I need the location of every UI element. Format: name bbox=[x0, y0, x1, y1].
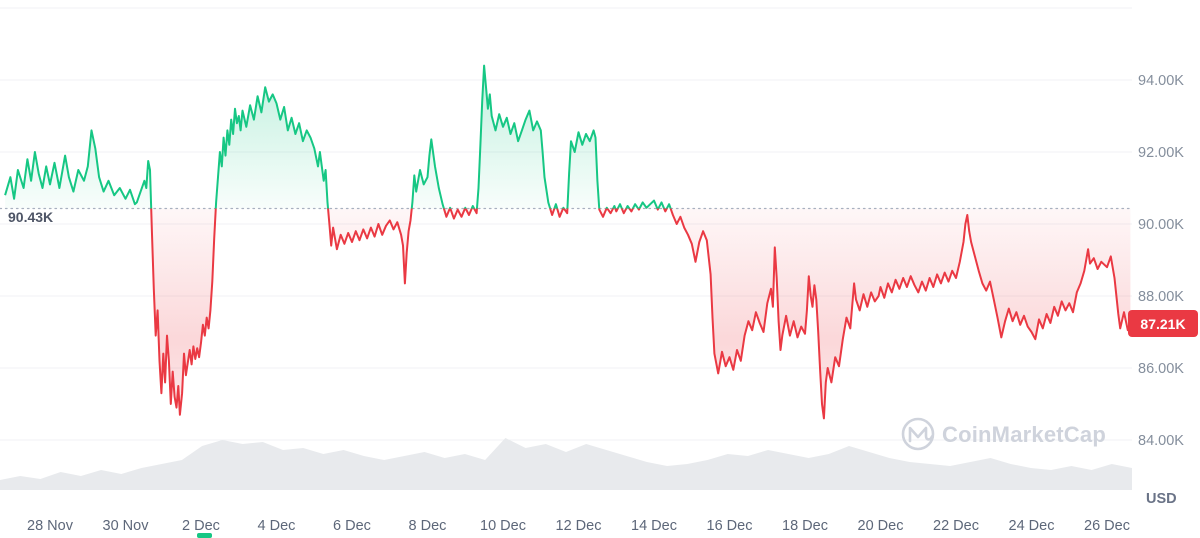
y-axis-label: 84.00K bbox=[1138, 433, 1184, 449]
x-axis-label: 20 Dec bbox=[858, 518, 904, 534]
x-axis-label: 18 Dec bbox=[782, 518, 828, 534]
price-area-up bbox=[5, 65, 1131, 209]
price-line-up bbox=[4, 64, 672, 209]
coinmarketcap-logo-icon bbox=[901, 417, 935, 451]
volume-silhouette bbox=[0, 438, 1132, 490]
x-axis-label: 14 Dec bbox=[631, 518, 677, 534]
x-axis: 28 Nov 30 Nov 2 Dec 4 Dec 6 Dec 8 Dec 10 Dec 12… bbox=[27, 518, 1130, 534]
x-axis-label: 22 Dec bbox=[933, 518, 979, 534]
y-axis-label: 86.00K bbox=[1138, 361, 1184, 377]
y-axis: 94.00K 92.00K 90.00K 88.00K 86.00K 84.00K bbox=[1138, 73, 1184, 449]
y-axis-label: 88.00K bbox=[1138, 289, 1184, 305]
x-axis-label: 30 Nov bbox=[103, 518, 150, 534]
x-axis-label: 6 Dec bbox=[333, 518, 371, 534]
watermark-text: CoinMarketCap bbox=[942, 422, 1106, 447]
last-price-badge: 87.21K bbox=[1128, 310, 1198, 337]
x-axis-label: 26 Dec bbox=[1084, 518, 1130, 534]
navigator-handle[interactable] bbox=[197, 533, 212, 538]
x-axis-label: 28 Nov bbox=[27, 518, 74, 534]
x-axis-label: 8 Dec bbox=[409, 518, 447, 534]
x-axis-label: 12 Dec bbox=[556, 518, 602, 534]
x-axis-label: 2 Dec bbox=[182, 518, 220, 534]
coinmarketcap-logo-m-icon bbox=[908, 426, 934, 443]
x-axis-label: 24 Dec bbox=[1009, 518, 1055, 534]
price-line-down bbox=[150, 208, 1132, 420]
y-axis-label: 94.00K bbox=[1138, 73, 1184, 89]
last-price-value: 87.21K bbox=[1140, 316, 1185, 332]
baseline-price-label: 90.43K bbox=[8, 209, 53, 225]
y-axis-label: 90.00K bbox=[1138, 217, 1184, 233]
x-axis-label: 16 Dec bbox=[707, 518, 753, 534]
last-price-badge-bg bbox=[1128, 310, 1198, 337]
x-axis-label: 4 Dec bbox=[258, 518, 296, 534]
x-axis-label: 10 Dec bbox=[480, 518, 526, 534]
coinmarketcap-watermark: CoinMarketCap bbox=[901, 417, 1106, 451]
y-axis-label: 92.00K bbox=[1138, 145, 1184, 161]
currency-label: USD bbox=[1146, 491, 1177, 507]
price-area-down bbox=[151, 208, 1131, 419]
